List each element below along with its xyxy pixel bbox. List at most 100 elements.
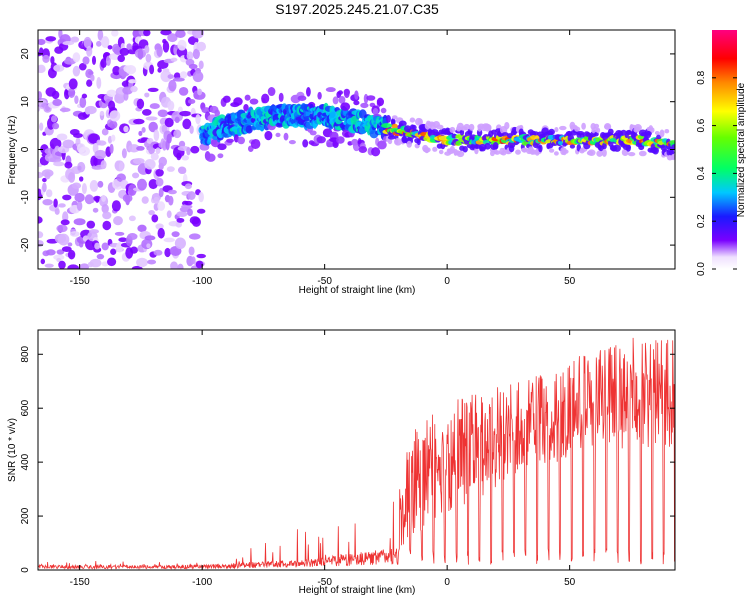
spectrogram-cell xyxy=(376,97,385,107)
spectrogram-cell xyxy=(117,54,125,63)
snr-y-label: SNR (10 * v/v) xyxy=(7,418,18,482)
spectrogram-cell xyxy=(160,70,172,83)
spectrogram-cell xyxy=(170,261,178,269)
spectrogram-cell xyxy=(107,45,113,50)
spectrogram-cell xyxy=(38,38,46,46)
spectrogram-cell xyxy=(574,126,581,132)
spectrogram-cell xyxy=(97,30,104,41)
spectrogram-cell xyxy=(195,114,201,125)
spectrogram-cell xyxy=(595,127,601,134)
spectrogram-cell xyxy=(100,160,107,170)
spectrogram-cell xyxy=(354,90,359,100)
snr-y-tick-label: 0 xyxy=(20,567,31,573)
spectrogram-cell xyxy=(435,124,444,130)
spectrogram-y-label: Frequency (Hz) xyxy=(7,116,18,185)
spectrogram-cell xyxy=(64,161,73,169)
spectrogram-cell xyxy=(146,243,151,249)
spectrogram-cell xyxy=(377,140,387,150)
spectrogram-cell xyxy=(494,150,501,155)
spectrogram-cell xyxy=(89,180,99,192)
snr-series-line xyxy=(38,337,675,570)
spectrogram-cell xyxy=(188,63,198,70)
spectrogram-cell xyxy=(96,77,102,89)
spectrogram-y-tick-label: -10 xyxy=(20,190,31,205)
spectrogram-cell xyxy=(173,129,182,139)
spectrogram-cell xyxy=(79,263,90,269)
spectrogram-cell xyxy=(176,211,188,217)
spectrogram-cell xyxy=(492,141,499,150)
spectrogram-cell xyxy=(463,123,471,131)
colorbar-tick-label: 0.6 xyxy=(696,118,707,132)
spectrogram-cell xyxy=(409,117,416,123)
spectrogram-cell xyxy=(182,118,192,130)
spectrogram-cell xyxy=(58,260,66,269)
spectrogram-cell xyxy=(51,90,60,100)
spectrogram-cell xyxy=(118,161,124,172)
spectrogram-cell xyxy=(125,65,137,75)
spectrogram-cell xyxy=(581,122,586,130)
spectrogram-cell xyxy=(76,201,83,211)
spectrogram-cell xyxy=(101,194,106,202)
spectrogram-cell xyxy=(151,214,159,223)
spectrogram-cell xyxy=(659,129,665,138)
spectrogram-cell xyxy=(97,180,104,188)
spectrogram-cell xyxy=(42,182,47,193)
spectrogram-cell xyxy=(101,204,109,214)
spectrogram-cell xyxy=(70,36,80,43)
spectrogram-cell xyxy=(145,116,158,121)
spectrogram-cell xyxy=(62,139,75,149)
colorbar-gradient xyxy=(712,30,737,269)
spectrogram-cell xyxy=(164,117,174,128)
spectrogram-cell xyxy=(74,192,85,203)
snr-x-tick-label: 50 xyxy=(564,577,576,588)
colorbar-label: Normalized spectral amplitude xyxy=(736,82,747,217)
spectrogram-cell xyxy=(148,209,155,216)
snr-x-tick-label: 0 xyxy=(444,577,450,588)
snr-x-tick-label: -50 xyxy=(317,577,332,588)
spectrogram-y-tick-label: 0 xyxy=(20,146,31,152)
spectrogram-cell xyxy=(340,102,351,111)
spectrogram-cell xyxy=(381,123,393,129)
spectrogram-cell xyxy=(56,249,65,255)
spectrogram-cell xyxy=(325,87,336,93)
spectrogram-cell xyxy=(60,219,70,226)
spectrogram-cell xyxy=(72,52,81,63)
spectrogram-cell xyxy=(149,64,155,75)
spectrogram-cell xyxy=(192,70,204,83)
spectrogram-cell xyxy=(166,166,175,172)
spectrogram-cell xyxy=(177,106,183,113)
spectrogram-cell xyxy=(504,121,510,130)
spectrogram-cell xyxy=(118,237,128,243)
spectrogram-cell xyxy=(39,122,44,131)
spectrogram-cell xyxy=(519,124,524,131)
spectrogram-cell xyxy=(217,143,227,151)
spectrogram-cell xyxy=(77,161,86,173)
spectrogram-cell xyxy=(366,95,376,101)
spectrogram-cell xyxy=(486,124,492,131)
spectrogram-cell xyxy=(88,70,94,76)
spectrogram-cell xyxy=(168,79,177,92)
spectrogram-cell xyxy=(317,91,322,100)
spectrogram-cell xyxy=(156,45,163,57)
chart-title: S197.2025.245.21.07.C35 xyxy=(275,1,439,17)
spectrogram-cell xyxy=(309,130,317,136)
spectrogram-cell xyxy=(67,264,80,269)
spectrogram-marks xyxy=(38,30,675,269)
spectrogram-cell xyxy=(101,128,109,136)
spectrogram-cell xyxy=(380,107,387,114)
spectrogram-cell xyxy=(157,67,162,73)
spectrogram-cell xyxy=(82,56,90,65)
snr-x-tick-label: -100 xyxy=(192,577,212,588)
spectrogram-cell xyxy=(500,150,507,156)
spectrogram-cell xyxy=(78,146,90,156)
spectrogram-cell xyxy=(449,126,456,134)
spectrogram-cell xyxy=(398,120,407,127)
snr-frame xyxy=(37,329,676,571)
spectrogram-cell xyxy=(137,224,147,233)
spectrogram-cell xyxy=(64,58,76,65)
spectrogram-cell xyxy=(110,248,117,255)
spectrogram-cell xyxy=(174,237,186,249)
spectrogram-cell xyxy=(38,91,43,100)
spectrogram-cell xyxy=(672,154,675,160)
